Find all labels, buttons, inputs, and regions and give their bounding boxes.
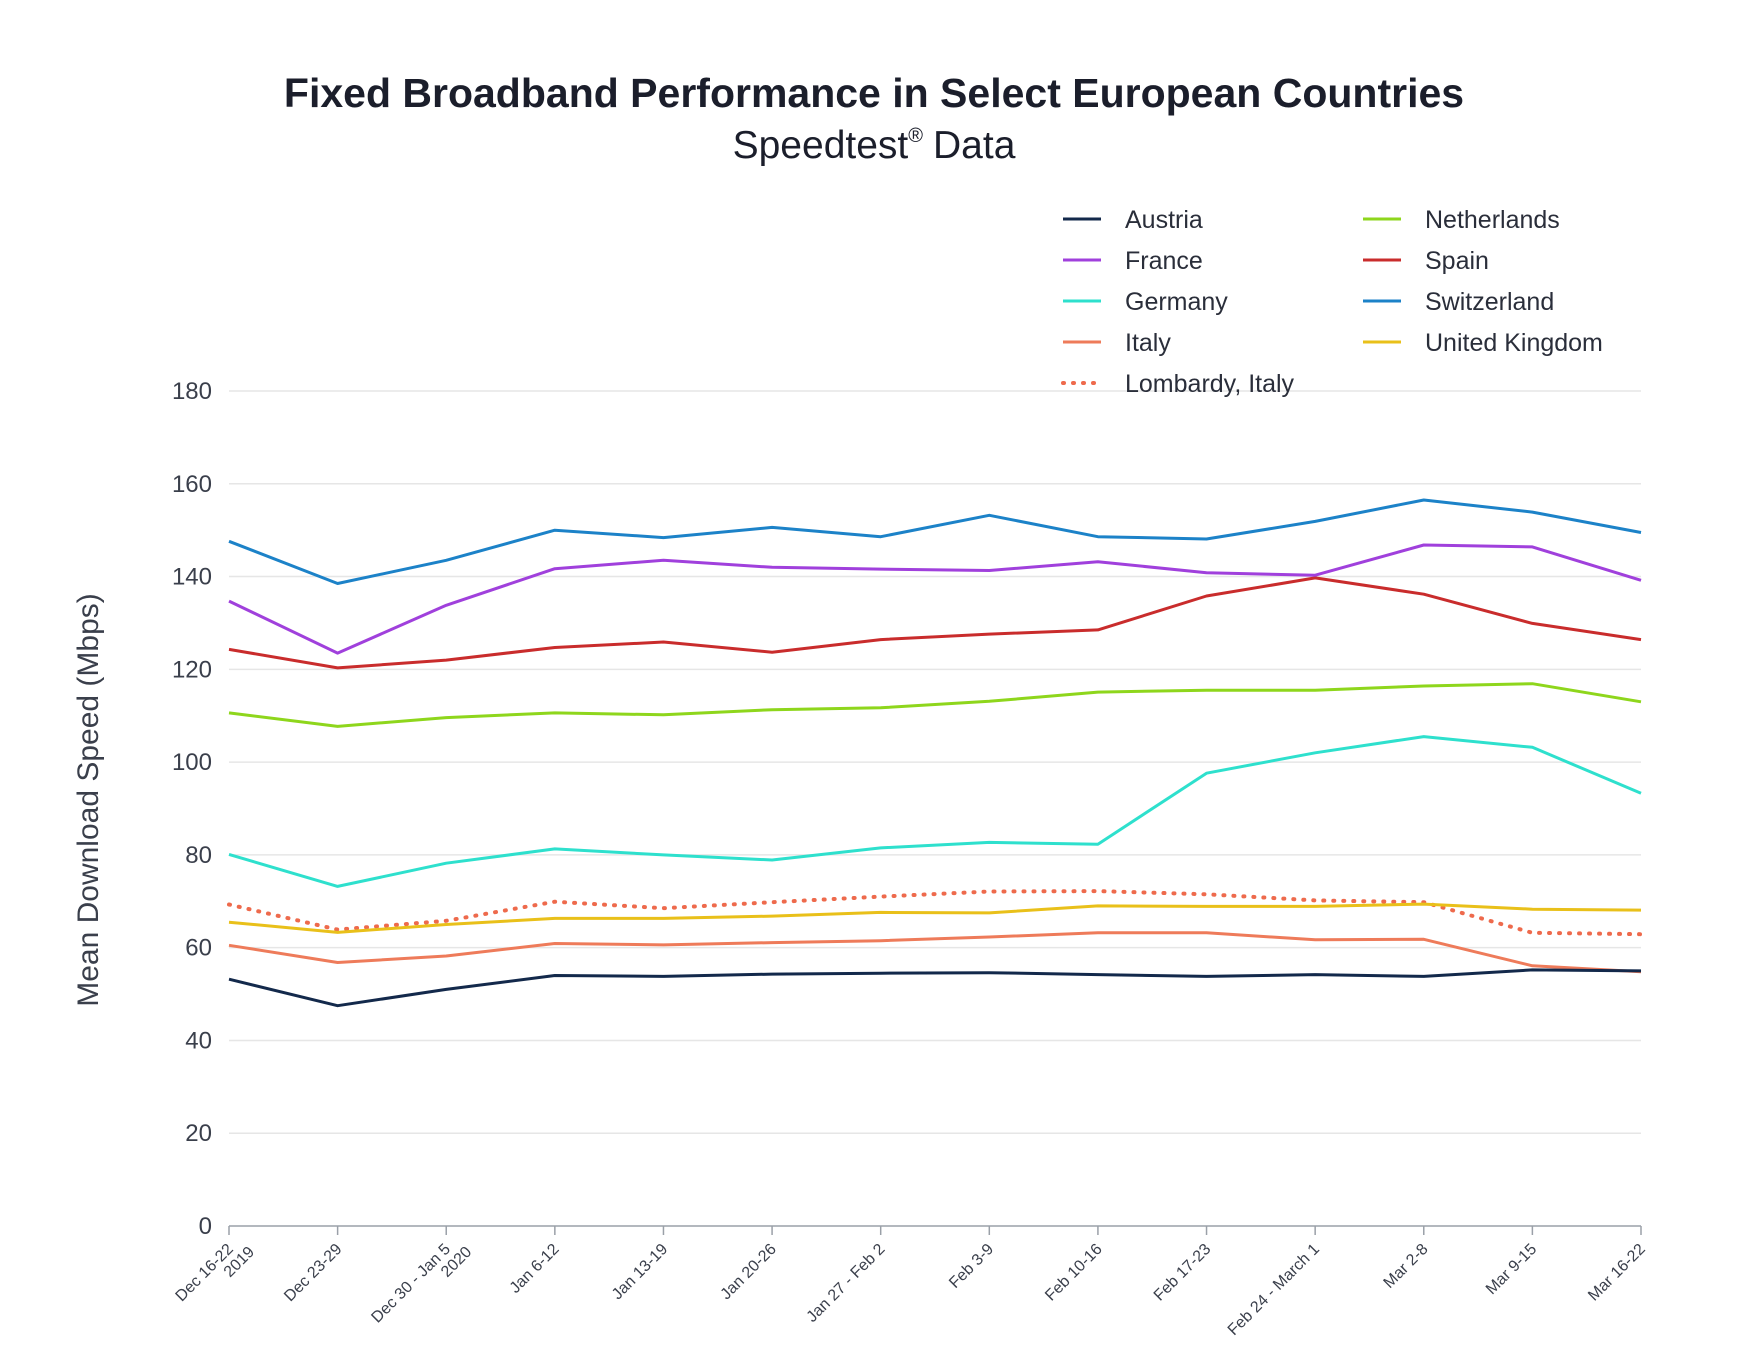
series-line-united-kingdom — [228, 902, 1642, 934]
legend-label: Austria — [1125, 206, 1203, 234]
x-tick-label: Mar 2-8 — [1381, 1241, 1432, 1292]
x-tick-label: Feb 10-16 — [1042, 1241, 1106, 1305]
legend-label: Italy — [1125, 329, 1171, 357]
series-line-germany — [228, 735, 1642, 888]
y-axis: 0 20 40 60 80 100 120 140 160 180 — [172, 378, 212, 1240]
y-tick-label: 60 — [185, 935, 212, 962]
legend-label: Spain — [1425, 247, 1489, 275]
y-tick-label: 0 — [199, 1213, 212, 1240]
y-tick-label: 100 — [172, 749, 212, 776]
legend: Austria France Germany Italy Lombardy, Italy… — [1061, 206, 1603, 398]
x-tick-label: Jan 6-12 — [507, 1241, 563, 1297]
x-tick-label: Jan 13-19 — [609, 1241, 671, 1303]
legend-label: France — [1125, 247, 1203, 275]
y-tick-label: 40 — [185, 1027, 212, 1054]
chart-subtitle-text: Speedtest — [733, 124, 909, 167]
y-tick-label: 160 — [172, 471, 212, 498]
series-line-lombardy-italy — [227, 889, 1643, 937]
x-tick-label: Feb 17-23 — [1151, 1241, 1215, 1305]
gridlines — [229, 390, 1641, 1134]
x-axis: Dec 16-222019 Dec 23-29 Dec 30 - Jan 52020… — [173, 1225, 1649, 1339]
registered-mark: ® — [908, 125, 923, 147]
chart-subtitle: Speedtest® Data — [733, 124, 1016, 167]
y-tick-label: 20 — [185, 1120, 212, 1147]
legend-label: Netherlands — [1425, 206, 1560, 234]
series-lines — [227, 498, 1643, 1008]
x-tick-label: Jan 20-26 — [718, 1241, 780, 1303]
legend-label: United Kingdom — [1425, 329, 1603, 357]
series-line-switzerland — [228, 498, 1642, 585]
x-tick-label: Dec 16-222019 — [173, 1232, 259, 1318]
chart-subtitle-suffix: Data — [933, 124, 1016, 167]
x-tick-label: Mar 9-15 — [1483, 1241, 1540, 1298]
series-line-austria — [228, 968, 1642, 1008]
series-line-italy — [228, 931, 1642, 974]
x-tick-label: Dec 23-29 — [281, 1241, 345, 1305]
x-tick-label: Feb 24 - March 1 — [1225, 1241, 1323, 1339]
y-tick-label: 80 — [185, 842, 212, 869]
series-line-netherlands — [228, 682, 1642, 728]
y-tick-label: 140 — [172, 564, 212, 591]
x-tick-label: Dec 30 - Jan 52020 — [368, 1232, 475, 1339]
x-tick-label: Feb 3-9 — [946, 1241, 997, 1292]
legend-label: Lombardy, Italy — [1125, 370, 1295, 398]
series-line-spain — [228, 576, 1642, 670]
chart-title: Fixed Broadband Performance in Select Eu… — [284, 70, 1464, 116]
y-tick-label: 180 — [172, 378, 212, 405]
series-line-france — [228, 543, 1642, 655]
y-axis-title: Mean Download Speed (Mbps) — [72, 593, 105, 1007]
legend-label: Germany — [1125, 288, 1228, 316]
x-tick-label: Mar 16-22 — [1585, 1241, 1649, 1305]
y-tick-label: 120 — [172, 656, 212, 683]
x-tick-label: Jan 27 - Feb 2 — [804, 1241, 889, 1326]
legend-label: Switzerland — [1425, 288, 1554, 316]
